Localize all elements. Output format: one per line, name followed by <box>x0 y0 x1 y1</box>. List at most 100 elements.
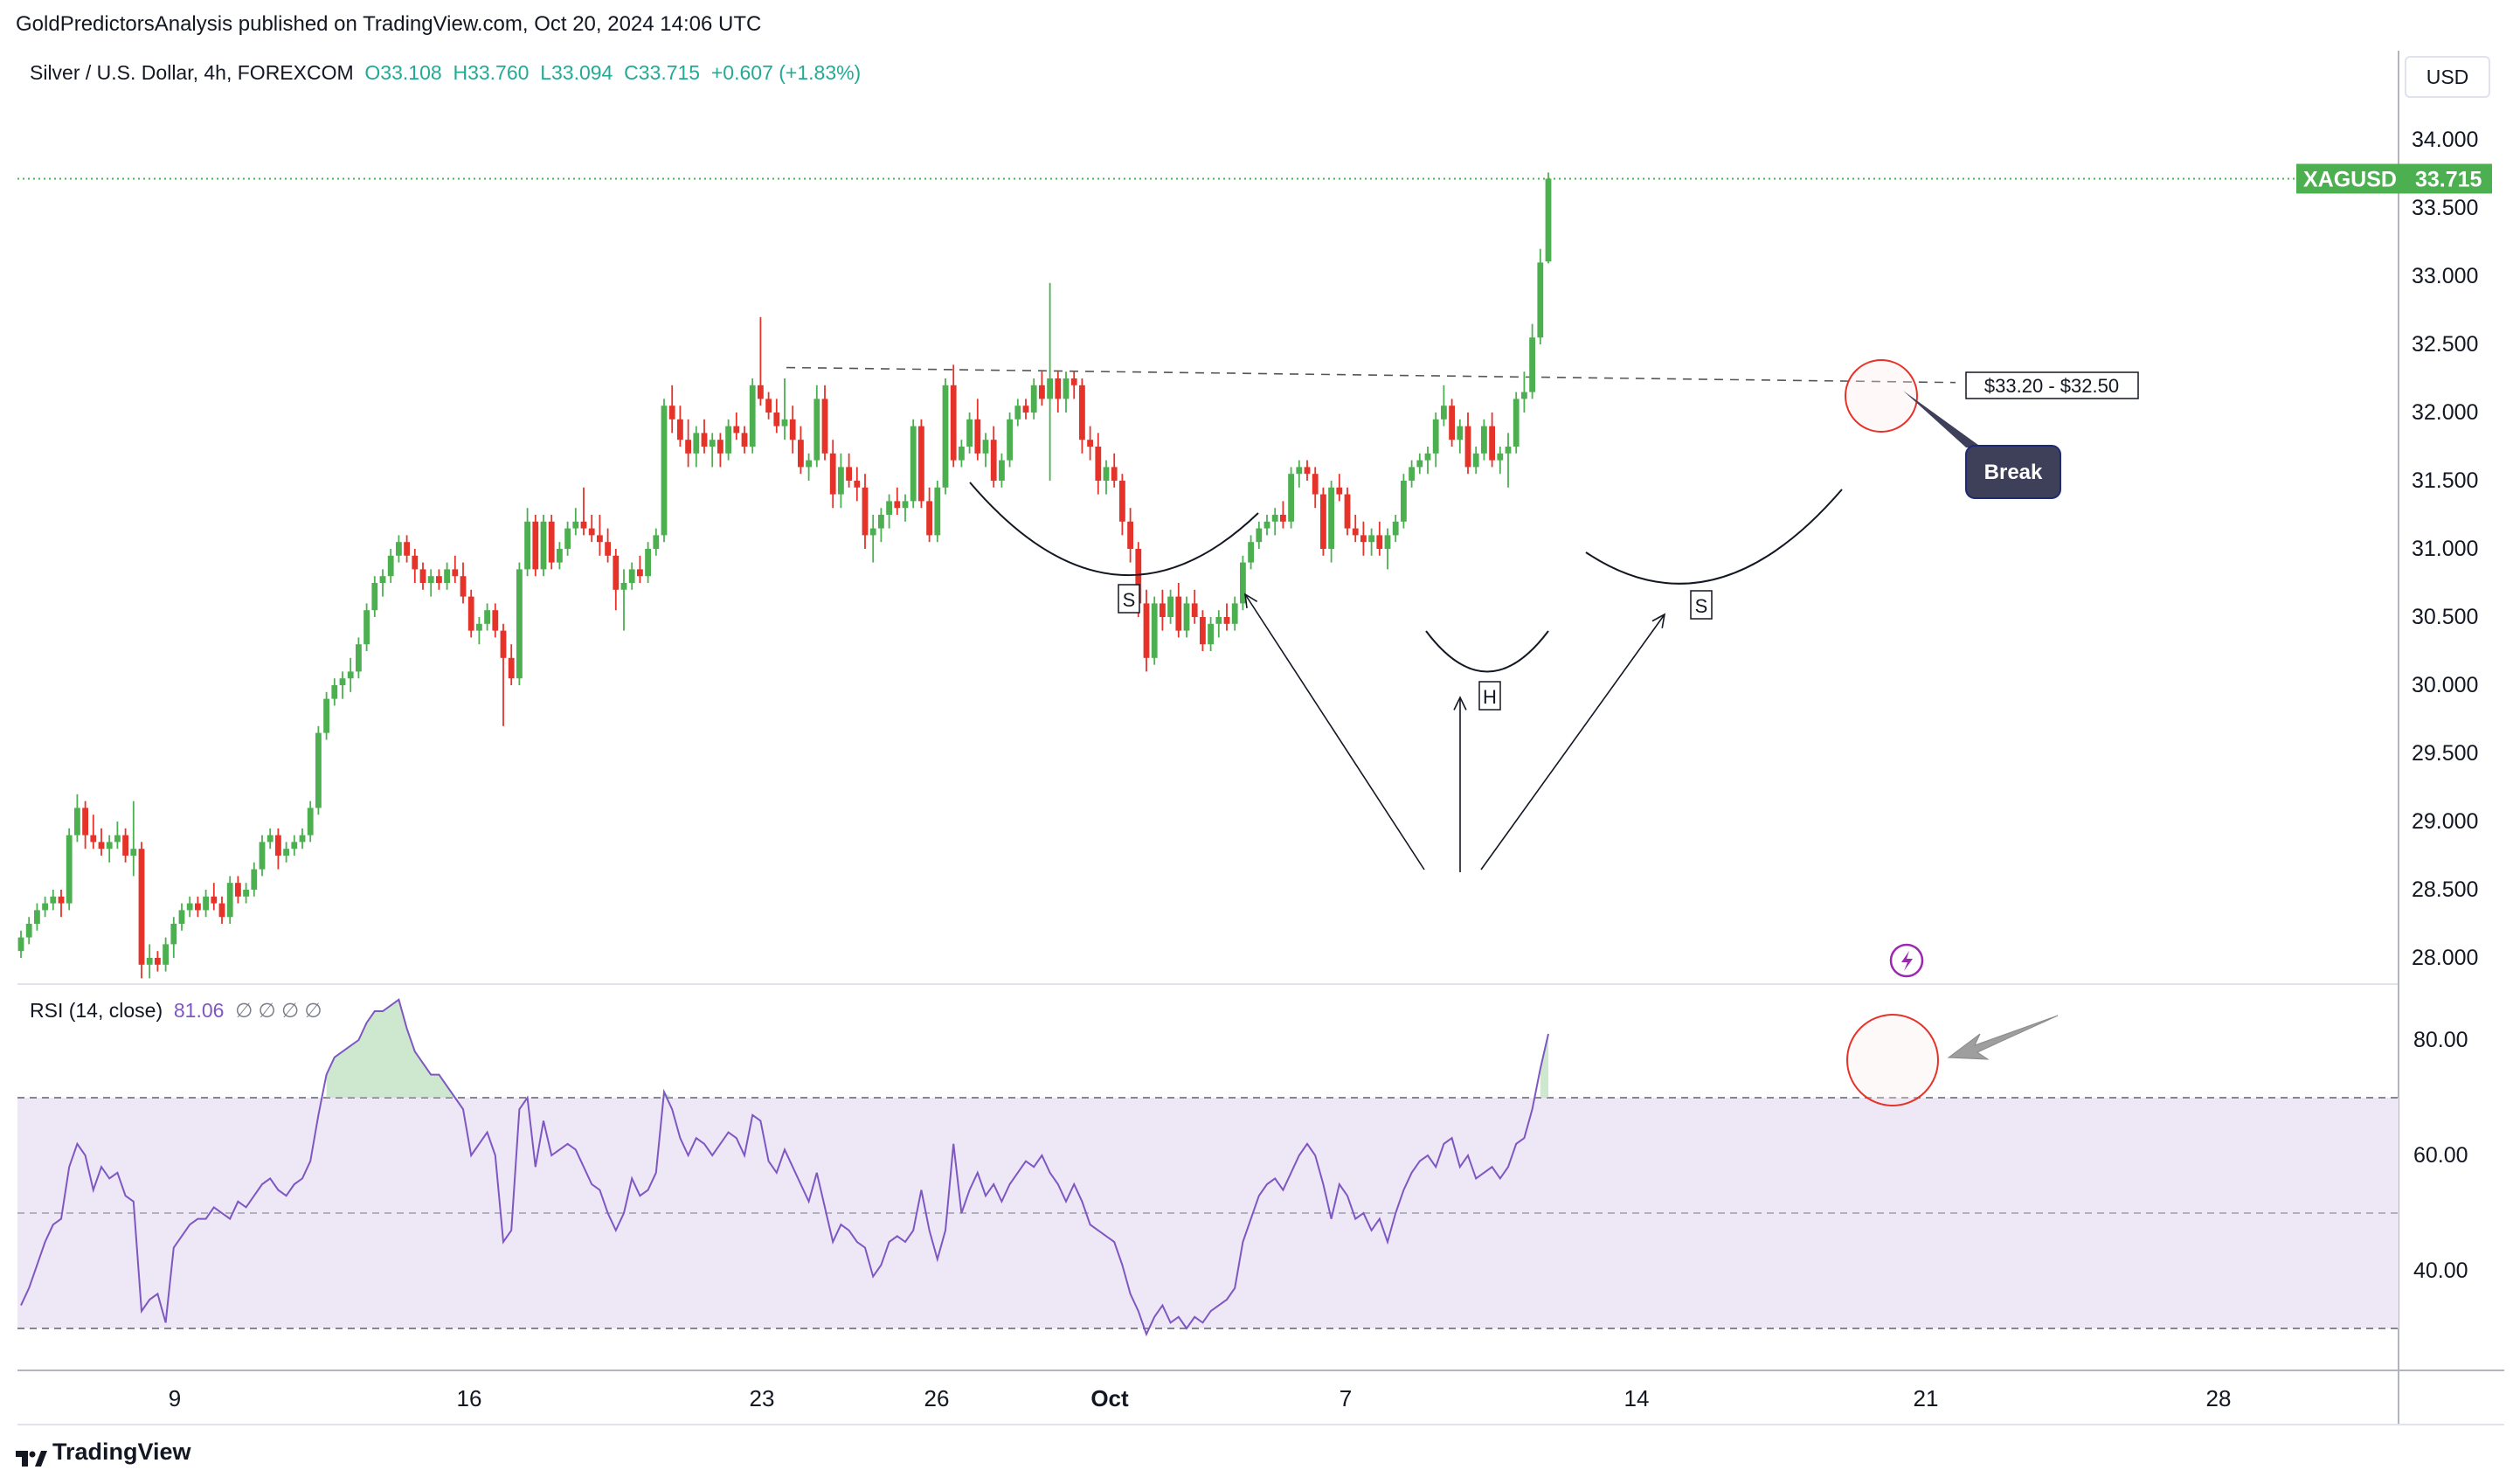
candle-body <box>1384 535 1391 549</box>
candle-body <box>982 440 989 454</box>
candle-body <box>66 835 73 904</box>
candle-body <box>1087 440 1093 447</box>
right-shoulder-box <box>1690 590 1713 620</box>
candle-body <box>315 732 322 808</box>
tradingview-logo-icon <box>16 1446 47 1467</box>
left-shoulder-label: S <box>1123 589 1136 611</box>
candle-body <box>347 671 354 679</box>
candle-body <box>307 808 314 836</box>
candle-body <box>1457 426 1464 440</box>
candle-body <box>122 835 128 856</box>
range-label-text: $33.20 - $32.50 <box>1984 375 2119 397</box>
candle-body <box>765 399 772 413</box>
candle-body <box>1505 447 1512 454</box>
arrow-to-head-head <box>1453 696 1467 711</box>
ohlc-low: L33.094 <box>540 61 613 84</box>
price-tick-label: 30.000 <box>2412 673 2478 697</box>
candle-body <box>106 842 113 849</box>
candle-body <box>42 903 48 911</box>
candle-body <box>701 433 708 447</box>
time-tick-label: 21 <box>1914 1385 1939 1411</box>
candle-body <box>781 419 788 426</box>
candle-body <box>813 399 820 461</box>
price-tick-label: 31.500 <box>2412 468 2478 493</box>
rsi-line <box>20 998 1549 1337</box>
candle-body <box>379 576 386 583</box>
time-tick-label: 26 <box>924 1385 950 1411</box>
candle-body <box>677 419 683 440</box>
head-arc <box>1425 630 1549 673</box>
price-tick-label: 32.000 <box>2412 400 2478 425</box>
candle-body <box>516 569 523 679</box>
candle-body <box>1537 262 1544 338</box>
candle-body <box>90 835 97 843</box>
candle-body <box>1223 617 1230 624</box>
candle-body <box>1248 542 1254 563</box>
candle-body <box>1545 178 1552 262</box>
candle-body <box>34 910 40 924</box>
candle-body <box>170 924 177 945</box>
candle-body <box>1070 378 1077 385</box>
candle-body <box>1472 453 1479 468</box>
candle-body <box>291 842 298 849</box>
candle-body <box>661 406 668 536</box>
rsi-label[interactable]: RSI (14, close) <box>30 999 163 1022</box>
arrow-to-right-shoulder <box>1480 614 1665 870</box>
rsi-tick-label: 40.00 <box>2413 1259 2468 1283</box>
candle-body <box>235 883 241 897</box>
price-tick-label: 28.000 <box>2412 946 2478 970</box>
candle-body <box>1175 596 1182 631</box>
candle-body <box>1014 406 1021 420</box>
candle-body <box>1481 426 1487 454</box>
price-tick-label: 33.000 <box>2412 264 2478 288</box>
candle-body <box>564 528 571 549</box>
candle-body <box>846 467 852 481</box>
candle-body <box>74 808 80 836</box>
candle-body <box>363 610 370 645</box>
tradingview-brand[interactable]: TradingView <box>16 1439 191 1467</box>
candle-body <box>605 542 611 556</box>
candle-body <box>1231 603 1238 624</box>
rsi-breakout-circle <box>1846 1014 1939 1106</box>
currency-button[interactable]: USD <box>2405 56 2490 98</box>
candle-body <box>1336 487 1343 495</box>
candle-body <box>146 958 153 965</box>
price-tick-label: 32.500 <box>2412 332 2478 357</box>
candle-body <box>532 521 539 570</box>
candle-body <box>934 487 941 536</box>
candle-body <box>1047 378 1053 399</box>
candle-body <box>1441 406 1447 420</box>
rsi-overbought-fill <box>326 999 1549 1098</box>
price-tick-label: 34.000 <box>2412 128 2478 152</box>
price-tag-value: 33.715 <box>2415 167 2482 191</box>
candle-body <box>910 426 917 502</box>
rsi-tick-label: 80.00 <box>2413 1028 2468 1052</box>
candle-body <box>419 569 426 583</box>
candle-body <box>966 419 973 447</box>
candle-body <box>613 555 620 590</box>
candle-body <box>1376 535 1383 549</box>
candle-body <box>267 835 273 843</box>
time-tick-label: 7 <box>1340 1385 1352 1411</box>
break-callout-box <box>1965 445 2061 499</box>
ohlc-high: H33.760 <box>453 61 530 84</box>
candle-body <box>396 542 402 556</box>
symbol-title[interactable]: Silver / U.S. Dollar, 4h, FOREXCOM <box>30 61 354 84</box>
candle-body <box>1095 447 1102 481</box>
candle-body <box>484 610 490 624</box>
candle-body <box>894 501 901 509</box>
candle-body <box>98 842 105 849</box>
candle-body <box>259 842 266 870</box>
price-tag-bg <box>2296 163 2492 194</box>
candle-body <box>211 896 218 904</box>
candle-body <box>283 849 289 856</box>
arrow-to-left-shoulder-head <box>1243 593 1258 608</box>
candle-body <box>1449 406 1455 440</box>
candle-body <box>1521 392 1527 399</box>
candle-body <box>243 890 249 897</box>
neckline-dashed <box>786 366 1956 384</box>
candle-body <box>1007 419 1013 461</box>
price-tick-label: 28.500 <box>2412 877 2478 902</box>
candle-body <box>186 903 193 911</box>
